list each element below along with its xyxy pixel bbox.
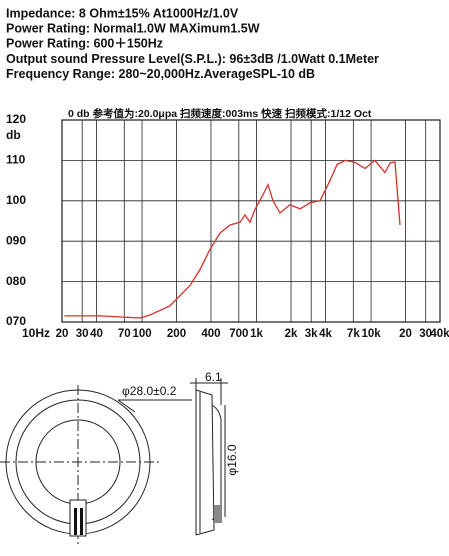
x-tick-label: 1k <box>250 328 263 340</box>
chart-header: 0 db 参考值为:20.0μpa 扫频速度:003ms 快速 扫频模式:1/1… <box>68 107 372 120</box>
x-tick-label: 30 <box>76 328 89 340</box>
spec-lines: Impedance: 8 Ohm±15% At1000Hz/1.0VPower … <box>6 6 379 81</box>
terminal-pin <box>74 508 77 535</box>
y-tick-label: 080 <box>6 274 26 288</box>
diameter-label: φ28.0±0.2 <box>122 384 177 398</box>
terminal <box>69 499 87 537</box>
side-view: 6.1 φ16.0 <box>190 370 239 536</box>
x-tick-label: 40 <box>90 328 103 340</box>
x-tick-label: 400 <box>201 328 220 340</box>
y-axis-label: db <box>6 128 21 142</box>
y-tick-label: 120 <box>6 112 26 126</box>
y-tick-label: 100 <box>6 193 26 207</box>
depth-label: 6.1 <box>205 370 222 384</box>
front-view: φ28.0±0.2 <box>0 384 192 545</box>
x-tick-label: 10k <box>361 328 381 340</box>
x-tick-label: 20 <box>399 328 412 340</box>
x-start-label: 10Hz <box>22 326 50 340</box>
leader-line <box>117 399 136 413</box>
x-tick-label: 3k <box>305 328 318 340</box>
inner-label: φ16.0 <box>225 444 239 475</box>
terminal-side <box>214 505 222 523</box>
terminal-pin <box>80 508 83 535</box>
x-tick-label: 700 <box>229 328 248 340</box>
x-tick-label: 7k <box>347 328 360 340</box>
y-tick-label: 070 <box>6 314 26 328</box>
x-tick-label: 2k <box>285 328 298 340</box>
x-tick-label: 70 <box>118 328 131 340</box>
x-tick-label: 200 <box>167 328 186 340</box>
y-tick-label: 090 <box>6 233 26 247</box>
chart: 0 db 参考值为:20.0μpa 扫频速度:003ms 快速 扫频模式:1/1… <box>6 107 449 340</box>
spec-line: Power Rating: 600＋150Hz <box>6 37 163 51</box>
x-tick-label: 20 <box>56 328 69 340</box>
spec-line: Frequency Range: 280~20,000Hz.AverageSPL… <box>6 67 315 81</box>
spec-line: Power Rating: Normal1.0W MAXimum1.5W <box>6 21 260 35</box>
x-tick-label: 30 <box>419 328 432 340</box>
response-curve <box>64 159 401 319</box>
spec-line: Output sound Pressure Level(S.P.L.): 96±… <box>6 52 379 66</box>
spec-line: Impedance: 8 Ohm±15% At1000Hz/1.0V <box>6 6 239 20</box>
x-tick-label: 40k <box>430 328 449 340</box>
y-tick-label: 110 <box>6 153 26 167</box>
side-profile <box>195 389 215 536</box>
x-tick-label: 100 <box>132 328 151 340</box>
x-tick-label: 4k <box>319 328 332 340</box>
